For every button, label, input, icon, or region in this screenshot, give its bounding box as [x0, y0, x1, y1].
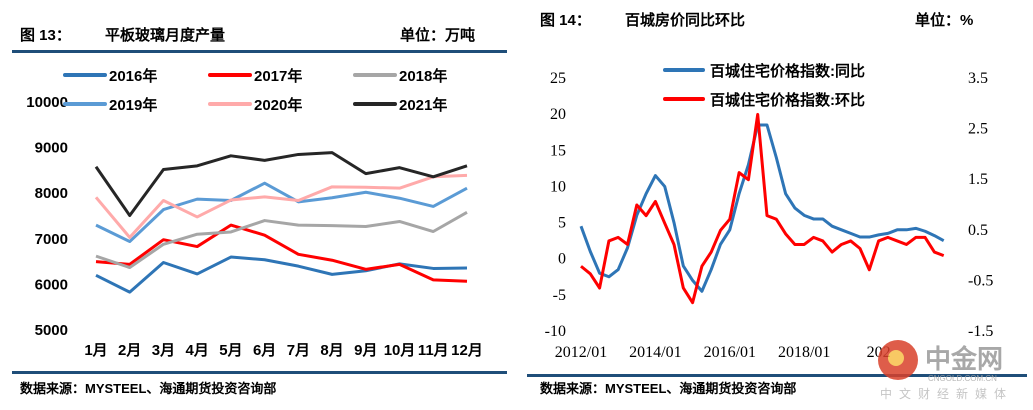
x-tick-label: 4月 [186, 342, 209, 359]
series-line-2016年 [95, 255, 468, 294]
y-right-tick-label: -0.5 [968, 272, 993, 289]
legend-label: 2018年 [399, 67, 447, 85]
x-tick-label: 10月 [384, 342, 416, 359]
legend-label: 2021年 [399, 96, 447, 114]
watermark-url: CNGOLD.COM.CN [928, 374, 997, 383]
x-tick-label: 5月 [219, 342, 242, 359]
y-right-tick-label: 0.5 [968, 222, 988, 239]
x-tick-label: 2018/01 [778, 344, 830, 361]
legend-label: 2016年 [109, 67, 157, 85]
y-tick-label: 7000 [35, 231, 68, 248]
x-tick-label: 6月 [253, 342, 276, 359]
x-tick-label: 1月 [84, 342, 107, 359]
x-tick-label: 2016/01 [704, 344, 756, 361]
figure-label: 图 13： [20, 27, 71, 44]
y-tick-label: 9000 [35, 140, 68, 157]
x-tick-label: 9月 [354, 342, 377, 359]
x-tick-label: 2月 [118, 342, 141, 359]
series-line-yoy [579, 123, 945, 293]
y-right-tick-label: -1.5 [968, 323, 993, 340]
production-line-chart: 10000 9000 8000 7000 6000 5000 1月 2月 3月 4月 5月 6月 7月 8… [26, 67, 483, 359]
header-rule [12, 50, 507, 53]
chart-title: 平板玻璃月度产量 [105, 26, 225, 44]
series-line-2018年 [95, 211, 468, 270]
figure-label: 图 14： [540, 12, 591, 29]
x-tick-label: 8月 [320, 342, 343, 359]
y-tick-label: 5000 [35, 322, 68, 339]
figure-14: 图 14： 百城房价同比环比 单位：% 数据来源：MYSTEEL、海通期货投资咨… [527, 11, 1027, 396]
y-tick-label: 8000 [35, 185, 68, 202]
y-tick-label: 10000 [26, 94, 68, 111]
x-tick-label: 11月 [418, 342, 449, 359]
legend-label: 2017年 [254, 67, 302, 85]
y-left-tick-label: 10 [550, 178, 566, 195]
legend-label: 2019年 [109, 96, 157, 114]
watermark-logo: 中金网 CNGOLD.COM.CN 中文财经新媒体 [878, 340, 1013, 401]
footer-rule [12, 371, 507, 374]
x-tick-label: 3月 [152, 342, 175, 359]
series-line-2017年 [95, 223, 468, 283]
watermark-brand: 中金网 [925, 344, 1003, 374]
y-left-tick-label: 20 [550, 106, 566, 123]
x-tick-label: 12月 [451, 342, 483, 359]
watermark-tagline: 中文财经新媒体 [880, 386, 1013, 401]
y-right-tick-label: 3.5 [968, 70, 988, 87]
y-tick-label: 6000 [35, 276, 68, 293]
x-tick-label: 7月 [287, 342, 310, 359]
x-tick-label: 2012/01 [555, 344, 607, 361]
series-line-2020年 [94, 173, 468, 239]
series-line-2019年 [95, 181, 468, 244]
x-tick-label: 2014/01 [629, 344, 681, 361]
y-right-tick-label: 1.5 [968, 171, 988, 188]
y-left-tick-label: -10 [545, 323, 566, 340]
y-left-tick-label: 15 [550, 142, 566, 159]
series-line-2021年 [94, 151, 468, 218]
y-right-tick-label: 2.5 [968, 121, 988, 138]
footer-rule [527, 374, 1027, 377]
chart-title: 百城房价同比环比 [625, 11, 745, 29]
unit-label: 单位：% [915, 11, 973, 29]
y-left-tick-label: 25 [550, 70, 566, 87]
y-left-tick-label: 5 [558, 215, 566, 232]
source-note: 数据来源：MYSTEEL、海通期货投资咨询部 [20, 381, 276, 396]
legend-label: 百城住宅价格指数:同比 [710, 62, 865, 80]
y-left-tick-label: -5 [553, 287, 566, 304]
source-note: 数据来源：MYSTEEL、海通期货投资咨询部 [540, 381, 796, 396]
y-left-tick-label: 0 [558, 251, 566, 268]
series-line-mom [580, 112, 945, 305]
legend-label: 2020年 [254, 96, 302, 114]
house-price-line-chart: 25 20 15 10 5 0 -5 -10 3.5 2.5 1.5 0.5 -0.5 -1.5 2012/… [545, 62, 994, 361]
legend-label: 百城住宅价格指数:环比 [710, 91, 865, 109]
unit-label: 单位：万吨 [400, 26, 475, 44]
figure-13: 图 13： 平板玻璃月度产量 单位：万吨 数据来源：MYSTEEL、海通期货投资… [12, 26, 507, 396]
